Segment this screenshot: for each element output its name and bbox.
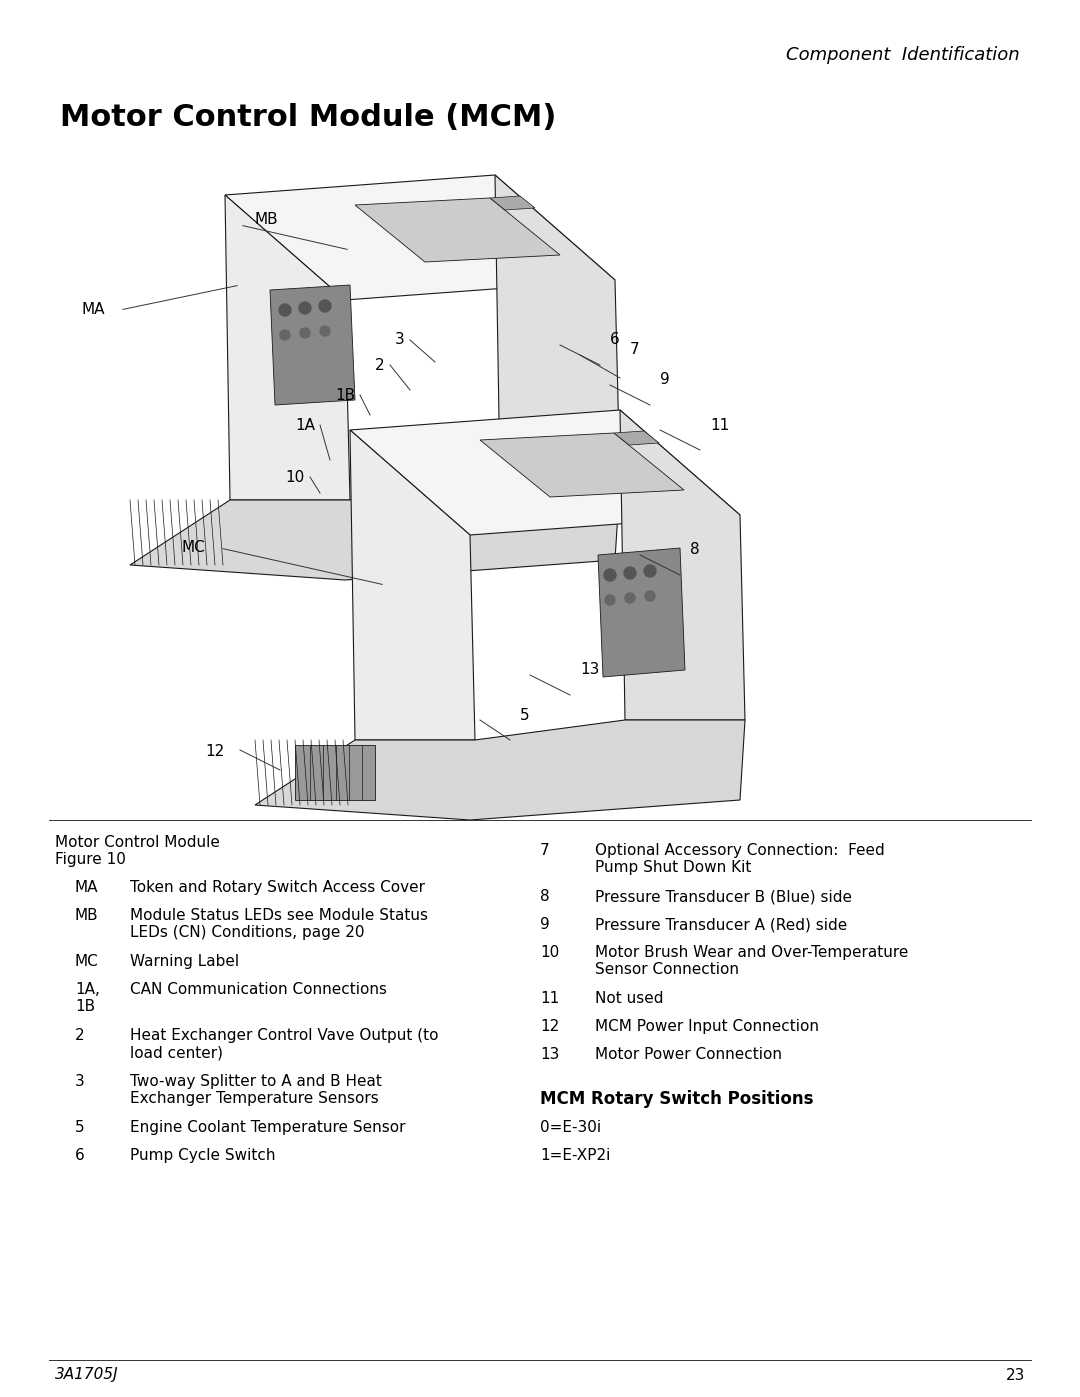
Circle shape	[299, 302, 311, 314]
Polygon shape	[620, 409, 745, 719]
Text: MCM Rotary Switch Positions: MCM Rotary Switch Positions	[540, 1090, 813, 1108]
Text: MC: MC	[181, 541, 205, 556]
Text: Motor Control Module (MCM): Motor Control Module (MCM)	[60, 103, 556, 133]
Text: MB: MB	[75, 908, 98, 923]
Circle shape	[604, 569, 616, 581]
Text: 3: 3	[395, 332, 405, 348]
Text: 11: 11	[540, 990, 559, 1006]
Text: 5: 5	[519, 707, 529, 722]
Text: 12: 12	[540, 1018, 559, 1034]
Text: 10: 10	[540, 944, 559, 960]
Text: Motor Power Connection: Motor Power Connection	[595, 1046, 782, 1062]
Text: 6: 6	[610, 332, 620, 348]
Circle shape	[624, 567, 636, 578]
Polygon shape	[295, 745, 375, 800]
Polygon shape	[355, 198, 561, 263]
Text: 13: 13	[540, 1046, 559, 1062]
Polygon shape	[130, 481, 620, 580]
Polygon shape	[615, 432, 659, 446]
Circle shape	[319, 300, 330, 312]
Text: 9: 9	[660, 373, 670, 387]
Text: Not used: Not used	[595, 990, 663, 1006]
Polygon shape	[270, 285, 355, 405]
Circle shape	[644, 564, 656, 577]
Text: 7: 7	[630, 342, 639, 358]
Text: MCM Power Input Connection: MCM Power Input Connection	[595, 1018, 819, 1034]
Text: 5: 5	[75, 1120, 84, 1134]
Text: 13: 13	[580, 662, 599, 678]
Polygon shape	[225, 196, 350, 500]
Circle shape	[280, 330, 291, 339]
Circle shape	[320, 326, 330, 337]
Text: Token and Rotary Switch Access Cover: Token and Rotary Switch Access Cover	[130, 880, 426, 895]
Circle shape	[645, 591, 654, 601]
Text: 1B: 1B	[335, 387, 355, 402]
Text: 9: 9	[540, 916, 550, 932]
Text: 0=E-30i: 0=E-30i	[540, 1120, 602, 1134]
Text: Module Status LEDs see Module Status
LEDs (CN) Conditions, page 20: Module Status LEDs see Module Status LED…	[130, 908, 428, 940]
Text: 6: 6	[75, 1148, 84, 1162]
Text: Warning Label: Warning Label	[130, 954, 239, 970]
Text: Pressure Transducer B (Blue) side: Pressure Transducer B (Blue) side	[595, 888, 852, 904]
Text: 3: 3	[75, 1074, 84, 1090]
Polygon shape	[255, 719, 745, 820]
Text: MC: MC	[75, 954, 98, 970]
Circle shape	[279, 305, 291, 316]
Text: 1A: 1A	[295, 418, 315, 433]
Polygon shape	[490, 196, 535, 210]
Text: 12: 12	[206, 745, 225, 760]
Circle shape	[300, 328, 310, 338]
Text: Engine Coolant Temperature Sensor: Engine Coolant Temperature Sensor	[130, 1120, 405, 1134]
Text: Component  Identification: Component Identification	[786, 46, 1020, 64]
Text: CAN Communication Connections: CAN Communication Connections	[130, 982, 387, 997]
Circle shape	[625, 592, 635, 604]
Text: 2: 2	[75, 1028, 84, 1044]
Text: Motor Brush Wear and Over-Temperature
Sensor Connection: Motor Brush Wear and Over-Temperature Se…	[595, 944, 908, 978]
Polygon shape	[350, 430, 475, 740]
Text: MB: MB	[255, 212, 279, 228]
Circle shape	[605, 595, 615, 605]
Text: 1=E-XP2i: 1=E-XP2i	[540, 1148, 610, 1162]
Text: Optional Accessory Connection:  Feed
Pump Shut Down Kit: Optional Accessory Connection: Feed Pump…	[595, 842, 885, 876]
Polygon shape	[350, 409, 740, 535]
Text: 10: 10	[286, 469, 305, 485]
Polygon shape	[225, 175, 615, 300]
Text: Pump Cycle Switch: Pump Cycle Switch	[130, 1148, 275, 1162]
Text: 23: 23	[1005, 1368, 1025, 1383]
Text: MA: MA	[75, 880, 98, 895]
Text: 7: 7	[540, 842, 550, 858]
Text: 1A,
1B: 1A, 1B	[75, 982, 99, 1014]
Polygon shape	[598, 548, 685, 678]
Polygon shape	[480, 433, 684, 497]
Text: Heat Exchanger Control Vave Output (to
load center): Heat Exchanger Control Vave Output (to l…	[130, 1028, 438, 1060]
Text: 3A1705J: 3A1705J	[55, 1368, 119, 1383]
Text: MA: MA	[81, 303, 105, 317]
Polygon shape	[495, 175, 620, 481]
Text: Two-way Splitter to A and B Heat
Exchanger Temperature Sensors: Two-way Splitter to A and B Heat Exchang…	[130, 1074, 382, 1106]
Text: Pressure Transducer A (Red) side: Pressure Transducer A (Red) side	[595, 916, 847, 932]
Text: 11: 11	[710, 418, 729, 433]
Text: 8: 8	[540, 888, 550, 904]
Text: 8: 8	[690, 542, 700, 557]
Text: 2: 2	[376, 358, 384, 373]
Text: Motor Control Module
Figure 10: Motor Control Module Figure 10	[55, 835, 220, 868]
